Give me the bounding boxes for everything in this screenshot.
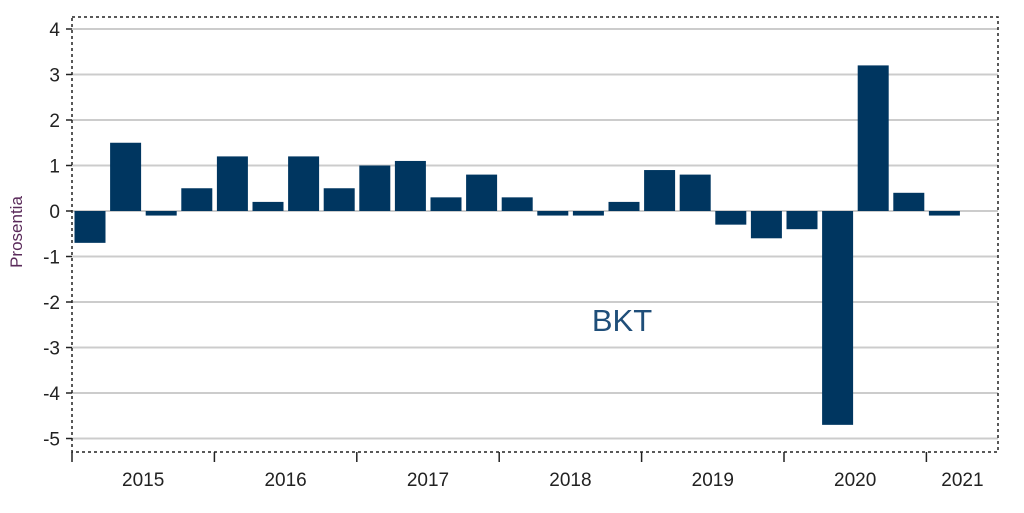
x-tick-label: 2020 [834,470,876,491]
x-axis: 2015 2016 2017 2018 2019 2020 2021 [71,452,984,491]
y-tick-label: -2 [43,293,60,314]
x-tick-label: 2017 [407,470,449,491]
y-axis-label: Prosentia [7,196,26,268]
bar-2019Q4 [750,211,782,239]
y-tick-label: -4 [43,384,60,405]
y-tick-label: 4 [49,20,60,41]
series-annotation: BKT [592,303,652,338]
bar-2018Q1 [501,197,533,211]
bar-2019Q2 [679,174,711,211]
y-tick-label: 3 [49,66,60,87]
bar-2017Q3 [430,197,462,211]
bar-2016Q1 [216,156,248,211]
y-tick-label: -3 [43,339,60,360]
bar-2018Q2 [537,211,569,216]
bar-2015Q1 [74,211,106,243]
bar-2018Q3 [572,211,604,216]
y-tick-label: 0 [49,202,60,223]
y-axis: 4 3 2 1 0 -1 -2 -3 -4 -5 [43,20,72,451]
x-tick-label: 2021 [941,470,983,491]
bar-2017Q2 [394,160,426,211]
bar-2020Q4 [893,192,925,211]
y-tick-label: 2 [49,111,60,132]
bar-2021Q1 [928,211,960,216]
bars [74,65,960,425]
bar-2015Q2 [110,142,142,211]
bar-2020Q2 [822,211,854,425]
x-tick-label: 2016 [264,470,306,491]
bar-2019Q3 [715,211,747,225]
x-tick-label: 2015 [122,470,164,491]
bar-2020Q3 [857,65,889,212]
bar-2016Q3 [288,156,320,211]
y-tick-label: -1 [43,248,60,269]
x-tick-label: 2019 [692,470,734,491]
bar-2017Q1 [359,165,391,211]
bar-2017Q4 [466,174,498,211]
bar-2020Q1 [786,211,818,230]
bar-2016Q2 [252,201,284,211]
bar-2018Q4 [608,201,640,211]
x-tick-label: 2018 [549,470,591,491]
bar-2015Q4 [181,188,213,211]
bar-2016Q4 [323,188,355,211]
plot-frame [71,16,999,453]
bar-2015Q3 [145,211,177,216]
bar-2019Q1 [644,170,676,211]
y-tick-label: -5 [43,430,60,451]
y-tick-label: 1 [49,157,60,178]
